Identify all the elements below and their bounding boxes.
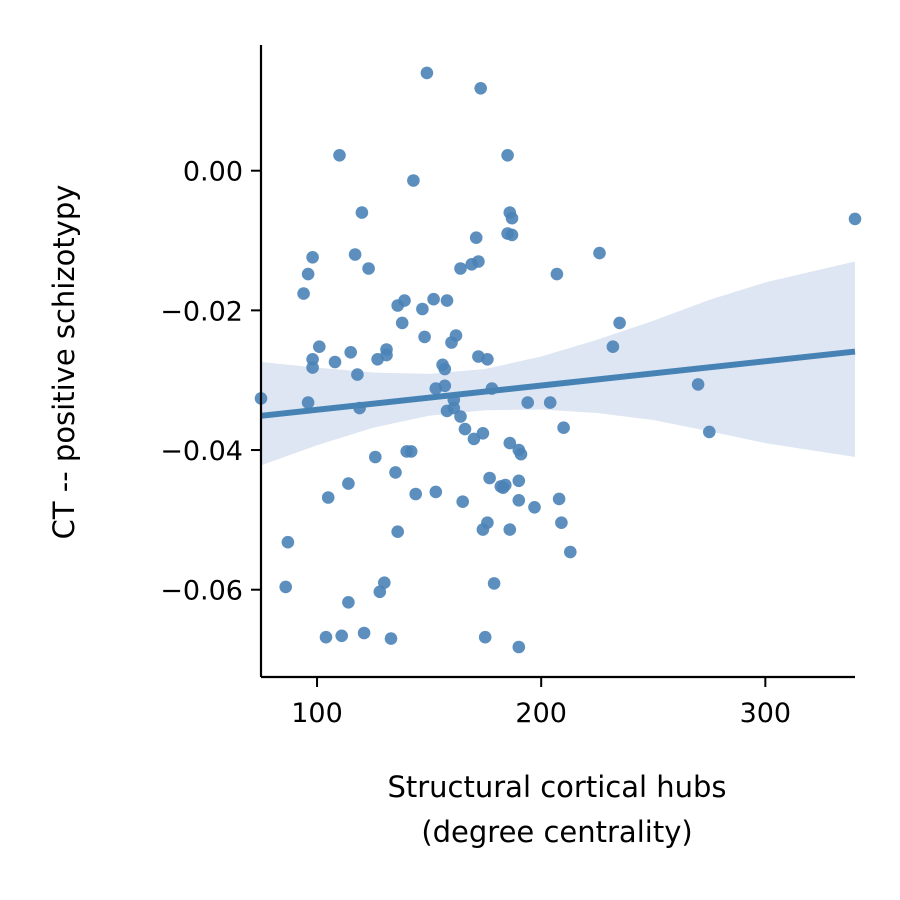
data-point-28	[378, 576, 391, 589]
data-point-93	[552, 492, 566, 506]
data-point-76	[499, 478, 512, 492]
data-point-6	[306, 250, 319, 264]
data-point-9	[301, 396, 315, 409]
data-point-86	[512, 494, 526, 507]
data-point-17	[342, 596, 355, 609]
regression-line	[260, 348, 856, 419]
data-point-48	[438, 362, 452, 376]
data-point-100	[691, 378, 705, 391]
y-axis-label: CT -- positive schizotypy	[47, 185, 81, 540]
confidence-band	[261, 261, 855, 466]
data-point-18	[344, 346, 358, 359]
x-tick-label-100: 100	[291, 698, 343, 729]
data-point-20	[351, 368, 364, 381]
data-point-98	[606, 340, 620, 354]
data-point-39	[407, 174, 420, 187]
x-tick-label-200: 200	[515, 698, 567, 729]
data-point-87	[512, 640, 526, 654]
data-point-25	[369, 450, 382, 464]
data-point-94	[555, 516, 568, 529]
data-point-77	[501, 149, 514, 162]
data-point-97	[593, 246, 606, 260]
data-point-33	[391, 525, 405, 538]
data-point-95	[557, 421, 570, 435]
data-point-38	[404, 445, 418, 458]
data-point-12	[321, 491, 335, 504]
data-point-59	[458, 422, 472, 436]
data-point-57	[454, 410, 467, 423]
y-tick-label-3: −0.06	[160, 576, 243, 607]
y-tick-label-0: 0.00	[183, 157, 243, 188]
data-point-40	[409, 487, 423, 501]
data-point-80	[503, 523, 517, 536]
x-axis-label-line-1: Structural cortical hubs	[387, 770, 726, 804]
data-point-62	[469, 231, 483, 244]
data-point-35	[395, 316, 409, 330]
data-point-22	[355, 206, 369, 219]
data-point-15	[335, 629, 349, 643]
data-point-51	[440, 294, 454, 307]
data-point-102	[848, 212, 862, 226]
data-point-55	[449, 329, 463, 342]
data-point-56	[454, 262, 467, 275]
data-point-8	[306, 361, 319, 374]
data-point-5	[301, 267, 315, 281]
data-point-83	[505, 211, 519, 225]
data-point-3	[279, 580, 293, 594]
data-point-19	[348, 248, 362, 261]
data-point-67	[476, 427, 490, 440]
data-point-96	[564, 545, 577, 559]
data-point-101	[703, 425, 716, 439]
data-point-58	[456, 495, 470, 509]
y-tick-label-2: −0.04	[160, 436, 243, 467]
x-axis-label-line-2: (degree centrality)	[421, 815, 692, 849]
data-point-23	[357, 626, 371, 640]
data-point-46	[429, 485, 443, 499]
data-point-30	[380, 348, 393, 362]
data-point-42	[418, 330, 431, 344]
data-point-32	[389, 466, 402, 479]
data-point-16	[342, 477, 355, 490]
data-point-49	[438, 379, 452, 393]
data-point-70	[481, 353, 494, 366]
data-point-89	[521, 396, 534, 409]
data-point-24	[362, 262, 375, 275]
data-point-36	[398, 294, 411, 307]
data-point-90	[528, 501, 541, 514]
data-point-91	[543, 396, 557, 409]
data-point-88	[514, 447, 528, 461]
data-point-82	[505, 228, 519, 242]
x-tick-label-300: 300	[740, 698, 792, 729]
data-point-10	[313, 340, 326, 354]
data-point-65	[474, 82, 488, 95]
points-layer	[254, 66, 862, 654]
axes	[259, 45, 855, 679]
data-point-81	[503, 436, 517, 450]
data-point-73	[487, 577, 501, 590]
data-point-11	[319, 630, 333, 644]
data-point-63	[472, 255, 485, 268]
data-point-69	[481, 516, 494, 529]
data-point-84	[512, 474, 526, 488]
data-point-43	[420, 66, 434, 80]
data-point-71	[483, 471, 496, 485]
ticks: 100 200 300 0.00 −0.02 −0.04 −0.06	[160, 157, 791, 729]
data-point-44	[427, 292, 440, 306]
data-point-68	[478, 630, 492, 644]
data-point-13	[328, 355, 342, 369]
data-point-31	[384, 632, 398, 645]
data-point-99	[613, 316, 626, 330]
data-point-92	[550, 267, 564, 281]
data-point-2	[281, 535, 295, 549]
data-point-14	[333, 149, 346, 162]
data-point-61	[467, 432, 481, 446]
data-point-4	[297, 287, 310, 300]
data-point-41	[416, 302, 429, 316]
y-tick-label-1: −0.02	[160, 296, 243, 327]
